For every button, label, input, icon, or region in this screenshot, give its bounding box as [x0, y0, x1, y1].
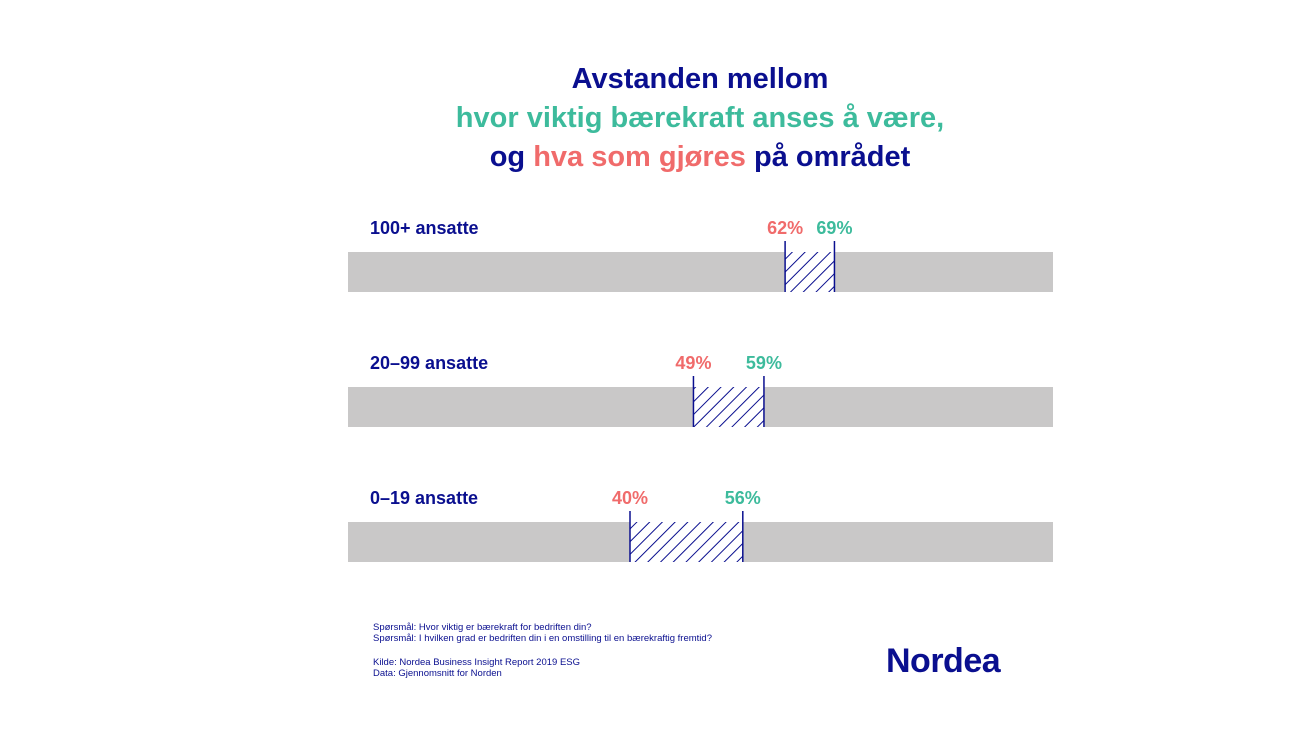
survey-questions: Spørsmål: Hvor viktig er bærekraft for b… [373, 622, 712, 644]
nordea-logo: Nordea [886, 642, 1001, 680]
category-label: 20–99 ansatte [370, 353, 488, 373]
chart-title-line-1: Avstanden mellom [572, 63, 829, 95]
chart-title-line-3: og hva som gjøres på området [490, 141, 911, 173]
low-value-label: 40% [612, 488, 648, 508]
gap-hatch [693, 387, 764, 427]
low-value-label: 49% [675, 353, 711, 373]
gap-hatch [785, 252, 835, 292]
chart-title-line-2: hvor viktig bærekraft anses å være, [456, 102, 944, 134]
bar-rows: 100+ ansatte 62% 69% 20–99 ansatte 49% 59% 0–1… [348, 218, 1053, 562]
question-2: Spørsmål: I hvilken grad er bedriften di… [373, 633, 712, 644]
title-line-3-part-1: og [490, 141, 534, 173]
high-value-label: 69% [816, 218, 852, 238]
category-label: 0–19 ansatte [370, 488, 478, 508]
title-line-3-part-2: hva som gjøres [533, 141, 746, 173]
question-1: Spørsmål: Hvor viktig er bærekraft for b… [373, 622, 592, 633]
high-value-label: 56% [725, 488, 761, 508]
low-value-label: 62% [767, 218, 803, 238]
source-note: Kilde: Nordea Business Insight Report 20… [373, 657, 581, 668]
category-label: 100+ ansatte [370, 218, 479, 238]
source-notes: Kilde: Nordea Business Insight Report 20… [373, 657, 580, 679]
title-line-3-part-3: på området [746, 141, 911, 173]
data-note: Data: Gjennomsnitt for Norden [373, 668, 502, 679]
gap-hatch [630, 522, 743, 562]
track-bar [348, 252, 1053, 292]
high-value-label: 59% [746, 353, 782, 373]
